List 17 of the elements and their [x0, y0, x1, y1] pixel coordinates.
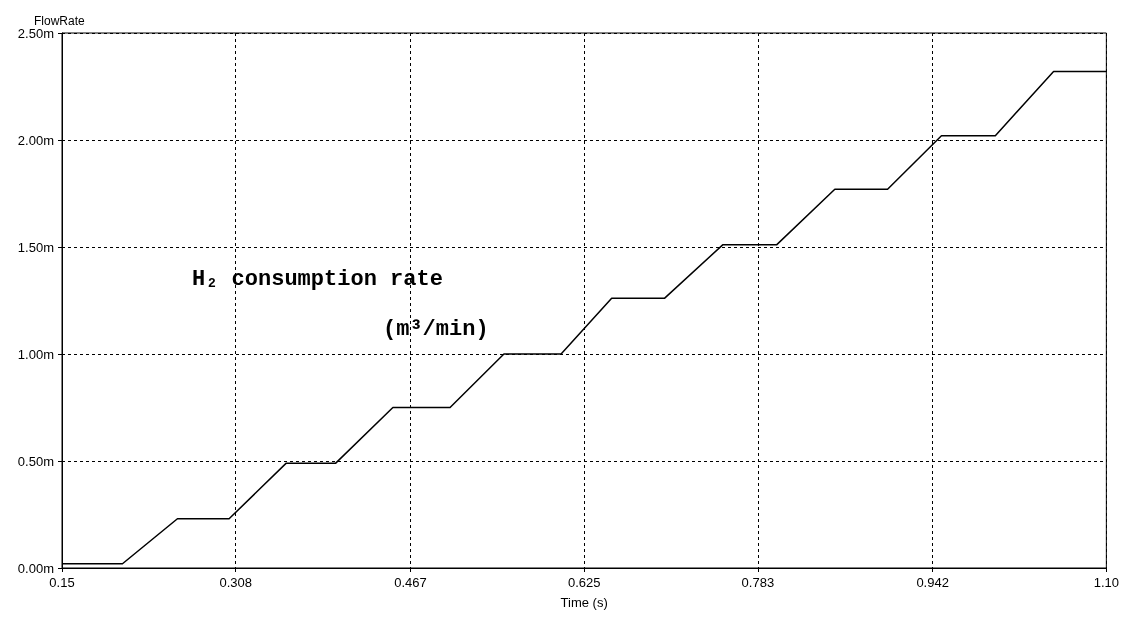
- y-tick-label: 0.50m: [17, 453, 54, 469]
- x-tick-label: 0.942: [916, 575, 949, 590]
- y-tick-label: 2.00m: [17, 132, 54, 148]
- y-tick-label: 0.00m: [17, 560, 54, 576]
- y-axis-title: FlowRate: [34, 13, 86, 28]
- x-tick-label: 0.467: [394, 575, 427, 590]
- x-tick-label: 1.10: [1093, 575, 1120, 590]
- x-tick-label: 0.15: [49, 575, 75, 590]
- x-axis-title: Time (s): [560, 595, 608, 610]
- annotation: H₂ consumption rate: [192, 266, 443, 292]
- y-tick-label: 1.50m: [17, 239, 54, 255]
- x-tick-label: 0.625: [567, 575, 601, 590]
- x-tick-label: 0.783: [741, 575, 775, 590]
- x-tick-label: 0.308: [219, 575, 252, 590]
- y-tick-label: 1.00m: [17, 346, 54, 362]
- annotation: (m³/min): [383, 316, 489, 342]
- y-tick-label: 2.50m: [17, 25, 54, 41]
